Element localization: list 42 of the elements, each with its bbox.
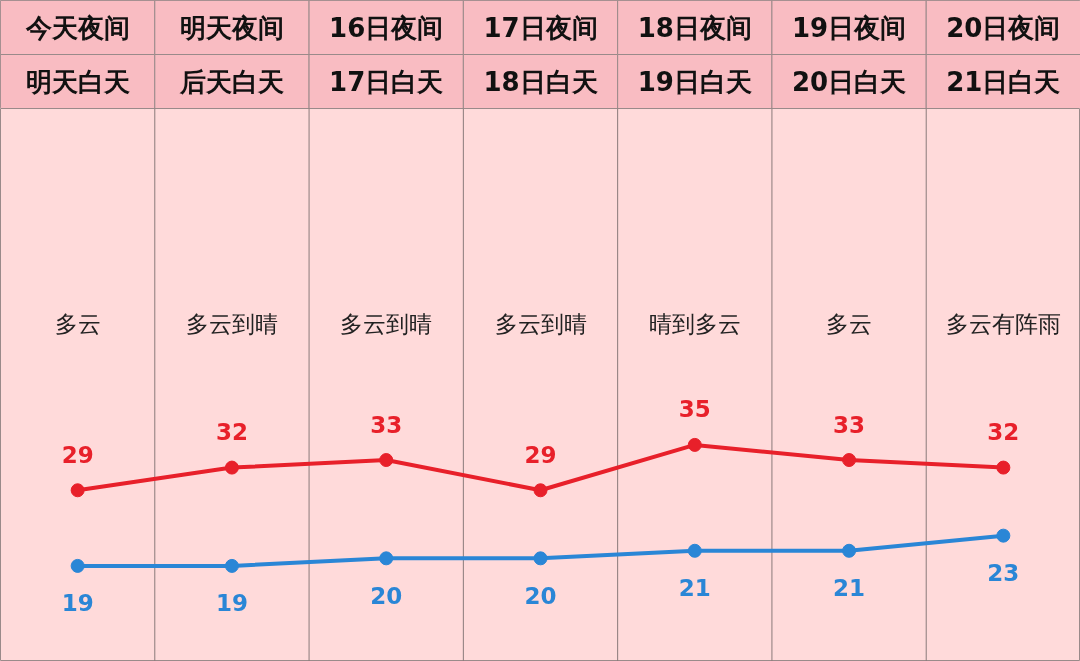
data-label: 32: [215, 419, 248, 446]
x-tick-label: 18日夜间19日白天: [637, 12, 752, 97]
text: 多云: [826, 310, 873, 337]
x-tick-label: 16日夜间17日白天: [329, 12, 444, 97]
data-label: 32: [987, 419, 1020, 446]
point: [224, 558, 239, 573]
text: 多云到晴: [185, 310, 278, 337]
point: [379, 551, 394, 566]
data-label: 19: [61, 590, 94, 617]
point: [996, 460, 1011, 475]
data-label: 21: [678, 575, 711, 602]
text: 多云到晴: [340, 310, 433, 337]
point: [379, 453, 394, 468]
text: 多云: [54, 310, 101, 337]
data-label: 23: [987, 560, 1020, 587]
point: [70, 558, 85, 573]
data-label: 35: [678, 396, 711, 423]
point: [70, 483, 85, 498]
point: [687, 543, 702, 558]
data-label: 20: [524, 582, 557, 609]
x-tick-label: 17日夜间18日白天: [483, 12, 598, 97]
x-tick-label: 20日夜间21日白天: [946, 12, 1061, 97]
point: [533, 551, 548, 566]
point: [842, 543, 857, 558]
x-tick-label: 19日夜间20日白天: [791, 12, 907, 97]
text: 多云到晴: [494, 310, 587, 337]
point: [842, 453, 857, 468]
point: [533, 483, 548, 498]
data-label: 20: [370, 582, 403, 609]
text: 多云有阵雨: [945, 310, 1061, 337]
x-tick-label: 明天夜间后天白天: [178, 12, 284, 97]
point: [224, 460, 239, 475]
point: [996, 528, 1011, 543]
data-label: 19: [215, 590, 248, 617]
data-label: 33: [833, 411, 866, 438]
text: 晴到多云: [648, 310, 741, 337]
data-label: 21: [833, 575, 866, 602]
point: [687, 437, 702, 452]
x-tick-label: 今天夜间明天白天: [24, 12, 130, 97]
data-label: 29: [61, 441, 94, 468]
data-label: 29: [524, 441, 557, 468]
data-label: 33: [370, 411, 403, 438]
